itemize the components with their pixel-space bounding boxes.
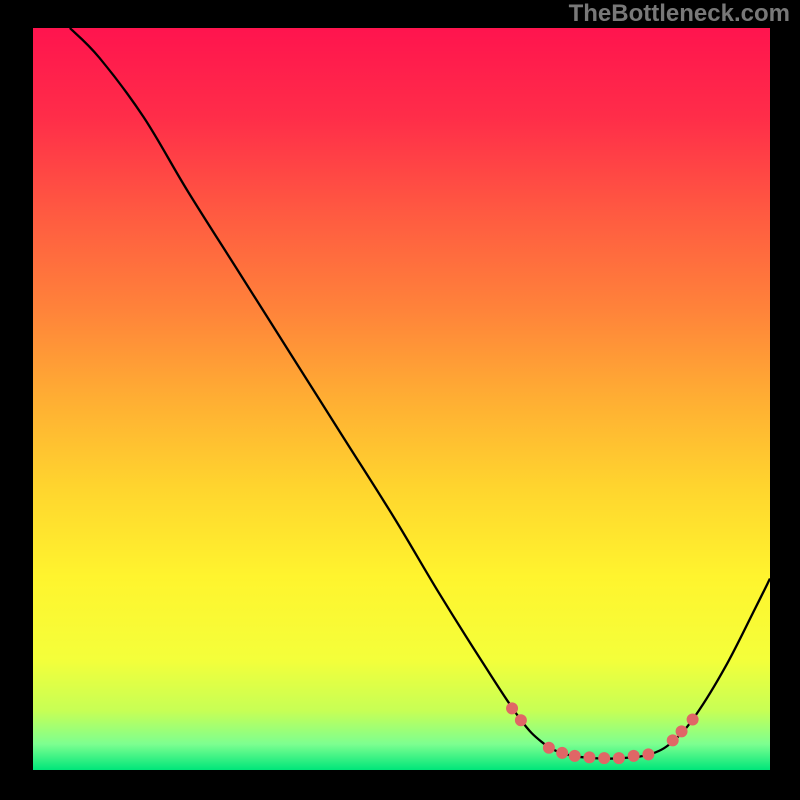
plot-background [33, 28, 770, 770]
data-marker [676, 726, 687, 737]
data-marker [507, 703, 518, 714]
data-marker [543, 742, 554, 753]
data-marker [667, 735, 678, 746]
data-marker [599, 753, 610, 764]
chart-frame: TheBottleneck.com [0, 0, 800, 800]
data-marker [569, 750, 580, 761]
data-marker [515, 715, 526, 726]
data-marker [628, 750, 639, 761]
data-marker [643, 749, 654, 760]
data-marker [613, 753, 624, 764]
data-marker [687, 714, 698, 725]
chart-svg [0, 0, 800, 800]
watermark-text: TheBottleneck.com [569, 0, 790, 28]
data-marker [557, 747, 568, 758]
data-marker [584, 752, 595, 763]
